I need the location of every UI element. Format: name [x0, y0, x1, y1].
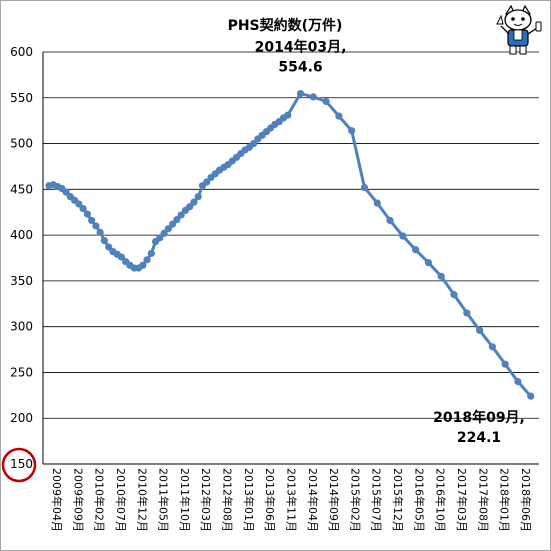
data-point: [527, 392, 535, 400]
y-tick-label: 350: [10, 274, 33, 288]
data-point: [348, 127, 356, 135]
gridlines: [43, 51, 539, 419]
y-tick-label: 550: [10, 91, 33, 105]
x-tick-label: 2013年11月: [284, 468, 298, 532]
highlight-circle: [1, 447, 37, 483]
data-point: [88, 216, 96, 225]
x-tick-label: 2017年03月: [455, 468, 469, 532]
data-point: [79, 204, 87, 213]
data-point: [190, 198, 198, 206]
y-tick-labels: 150 200 250 300 350 400 450 500 550 600: [10, 45, 33, 471]
x-tick-label: 2010年12月: [135, 468, 149, 532]
annotation-label: 554.6: [278, 60, 322, 76]
x-tick-label: 2014年09月: [327, 468, 341, 532]
data-point: [147, 249, 155, 258]
data-point: [284, 111, 292, 119]
x-tick-label: 2010年07月: [114, 468, 128, 532]
data-point: [501, 360, 509, 368]
x-tick-label: 2010年02月: [93, 468, 107, 532]
x-tick-label: 2015年12月: [391, 468, 405, 532]
x-tick-label: 2013年01月: [242, 468, 256, 532]
x-tick-label: 2012年08月: [221, 468, 235, 532]
x-tick-label: 2011年05月: [157, 468, 171, 532]
x-tick-label: 2014年04月: [306, 468, 320, 532]
y-tick-label: 450: [10, 182, 33, 196]
data-point: [360, 183, 369, 192]
data-point: [156, 234, 164, 242]
data-point: [100, 237, 109, 245]
data-point: [164, 225, 172, 233]
x-tick-label: 2018年01月: [498, 468, 512, 532]
x-tick-label: 2016年05月: [412, 468, 426, 532]
data-point: [450, 291, 458, 299]
data-point: [83, 210, 91, 218]
data-point: [309, 93, 317, 101]
x-tick-label: 2009年09月: [71, 468, 85, 532]
series-line: [48, 92, 532, 398]
y-tick-label: 500: [10, 137, 33, 151]
data-point: [488, 343, 496, 351]
annotations: 2014年03月, 554.6 2018年09月, 224.1: [255, 39, 525, 447]
x-tick-label: 2012年03月: [199, 468, 213, 532]
x-tick-label: 2018年06月: [519, 468, 533, 532]
annotation-label: 2014年03月,: [255, 39, 347, 56]
data-point: [437, 272, 445, 280]
data-point: [160, 229, 168, 237]
y-tick-label: 600: [10, 45, 33, 59]
data-point: [514, 378, 522, 386]
data-point: [186, 203, 194, 211]
data-point: [173, 215, 181, 224]
y-tick-label: 300: [10, 320, 33, 334]
mascot-icon: [496, 4, 542, 55]
x-tick-label: 2016年10月: [434, 468, 448, 532]
x-tick-label: 2015年07月: [370, 468, 384, 532]
data-point: [75, 200, 83, 208]
data-point: [373, 199, 381, 207]
data-point: [386, 216, 394, 225]
y-tick-label: 400: [10, 228, 33, 242]
data-point: [105, 243, 113, 251]
chart-title: PHS契約数(万件): [228, 17, 343, 34]
data-point: [194, 193, 202, 201]
data-point: [169, 220, 177, 228]
data-point: [475, 326, 484, 334]
data-point: [96, 228, 104, 236]
data-point: [463, 309, 471, 317]
y-tick-label: 150: [10, 457, 33, 471]
data-point: [62, 188, 70, 196]
x-tick-label: 2013年06月: [263, 468, 277, 532]
y-tick-label: 250: [10, 365, 33, 379]
data-point: [250, 139, 258, 148]
data-point: [335, 112, 343, 120]
data-point: [177, 211, 185, 219]
series: [45, 89, 535, 400]
data-point: [117, 253, 126, 261]
x-tick-label: 2015年02月: [348, 468, 362, 532]
annotation-label: 224.1: [457, 430, 501, 446]
x-tick-label: 2009年04月: [50, 468, 64, 532]
x-tick-label: 2011年10月: [178, 468, 192, 532]
highlight: [1, 447, 37, 483]
data-point: [139, 261, 147, 269]
data-point: [203, 178, 211, 186]
data-point: [296, 89, 305, 98]
data-point: [92, 222, 100, 230]
data-point: [143, 256, 151, 264]
data-point: [399, 232, 407, 240]
data-point: [412, 246, 420, 254]
x-tick-labels: 2009年04月 2009年09月 2010年02月 2010年07月 2010年12月…: [50, 468, 533, 532]
data-point: [322, 97, 330, 106]
x-tick-label: 2017年08月: [476, 468, 490, 532]
annotation-label: 2018年09月,: [433, 409, 525, 426]
data-point: [424, 258, 433, 267]
axes: [42, 52, 539, 465]
y-tick-label: 200: [10, 411, 33, 425]
